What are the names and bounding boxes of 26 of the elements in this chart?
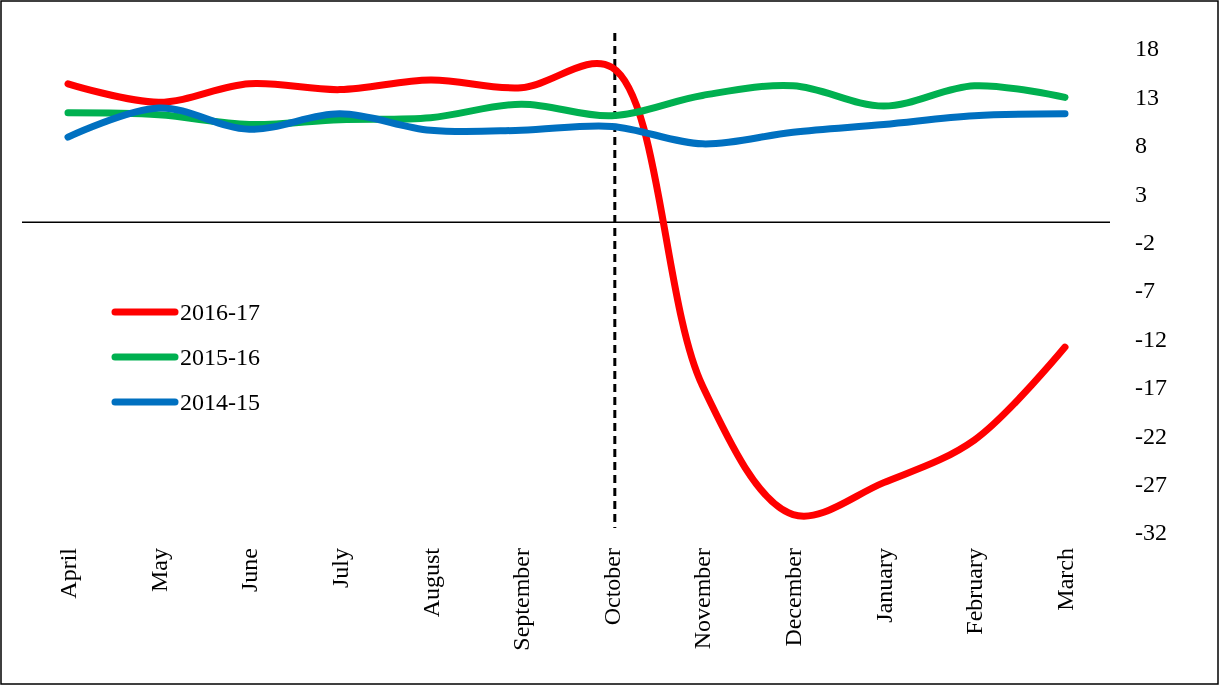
legend-label: 2015-16: [180, 344, 260, 371]
y-tick-label: -17: [1135, 374, 1167, 401]
y-tick-label: -22: [1135, 422, 1167, 449]
x-tick-label: March: [1052, 548, 1078, 611]
y-tick-label: -12: [1135, 325, 1167, 352]
y-tick-label: 8: [1135, 132, 1147, 159]
x-tick-label: July: [326, 548, 353, 589]
y-tick-label: 13: [1135, 83, 1159, 110]
y-tick-label: 3: [1135, 180, 1147, 207]
legend-label: 2016-17: [180, 299, 260, 326]
x-tick-label: December: [780, 548, 807, 647]
x-tick-label: November: [689, 547, 716, 650]
legend-label: 2014-15: [180, 389, 260, 416]
x-tick-label: August: [417, 547, 444, 618]
x-tick-label: April: [55, 547, 81, 599]
y-tick-label: -27: [1135, 471, 1167, 497]
x-tick-label: February: [961, 548, 988, 635]
x-tick-label: May: [145, 548, 172, 592]
x-tick-label: September: [508, 548, 535, 651]
x-tick-label: June: [236, 548, 263, 592]
y-tick-label: -32: [1135, 519, 1167, 546]
y-tick-label: 18: [1135, 35, 1159, 62]
x-tick-label: January: [870, 548, 897, 623]
x-tick-label: October: [598, 547, 625, 626]
y-tick-label: -2: [1135, 229, 1155, 255]
y-tick-label: -7: [1135, 277, 1155, 304]
